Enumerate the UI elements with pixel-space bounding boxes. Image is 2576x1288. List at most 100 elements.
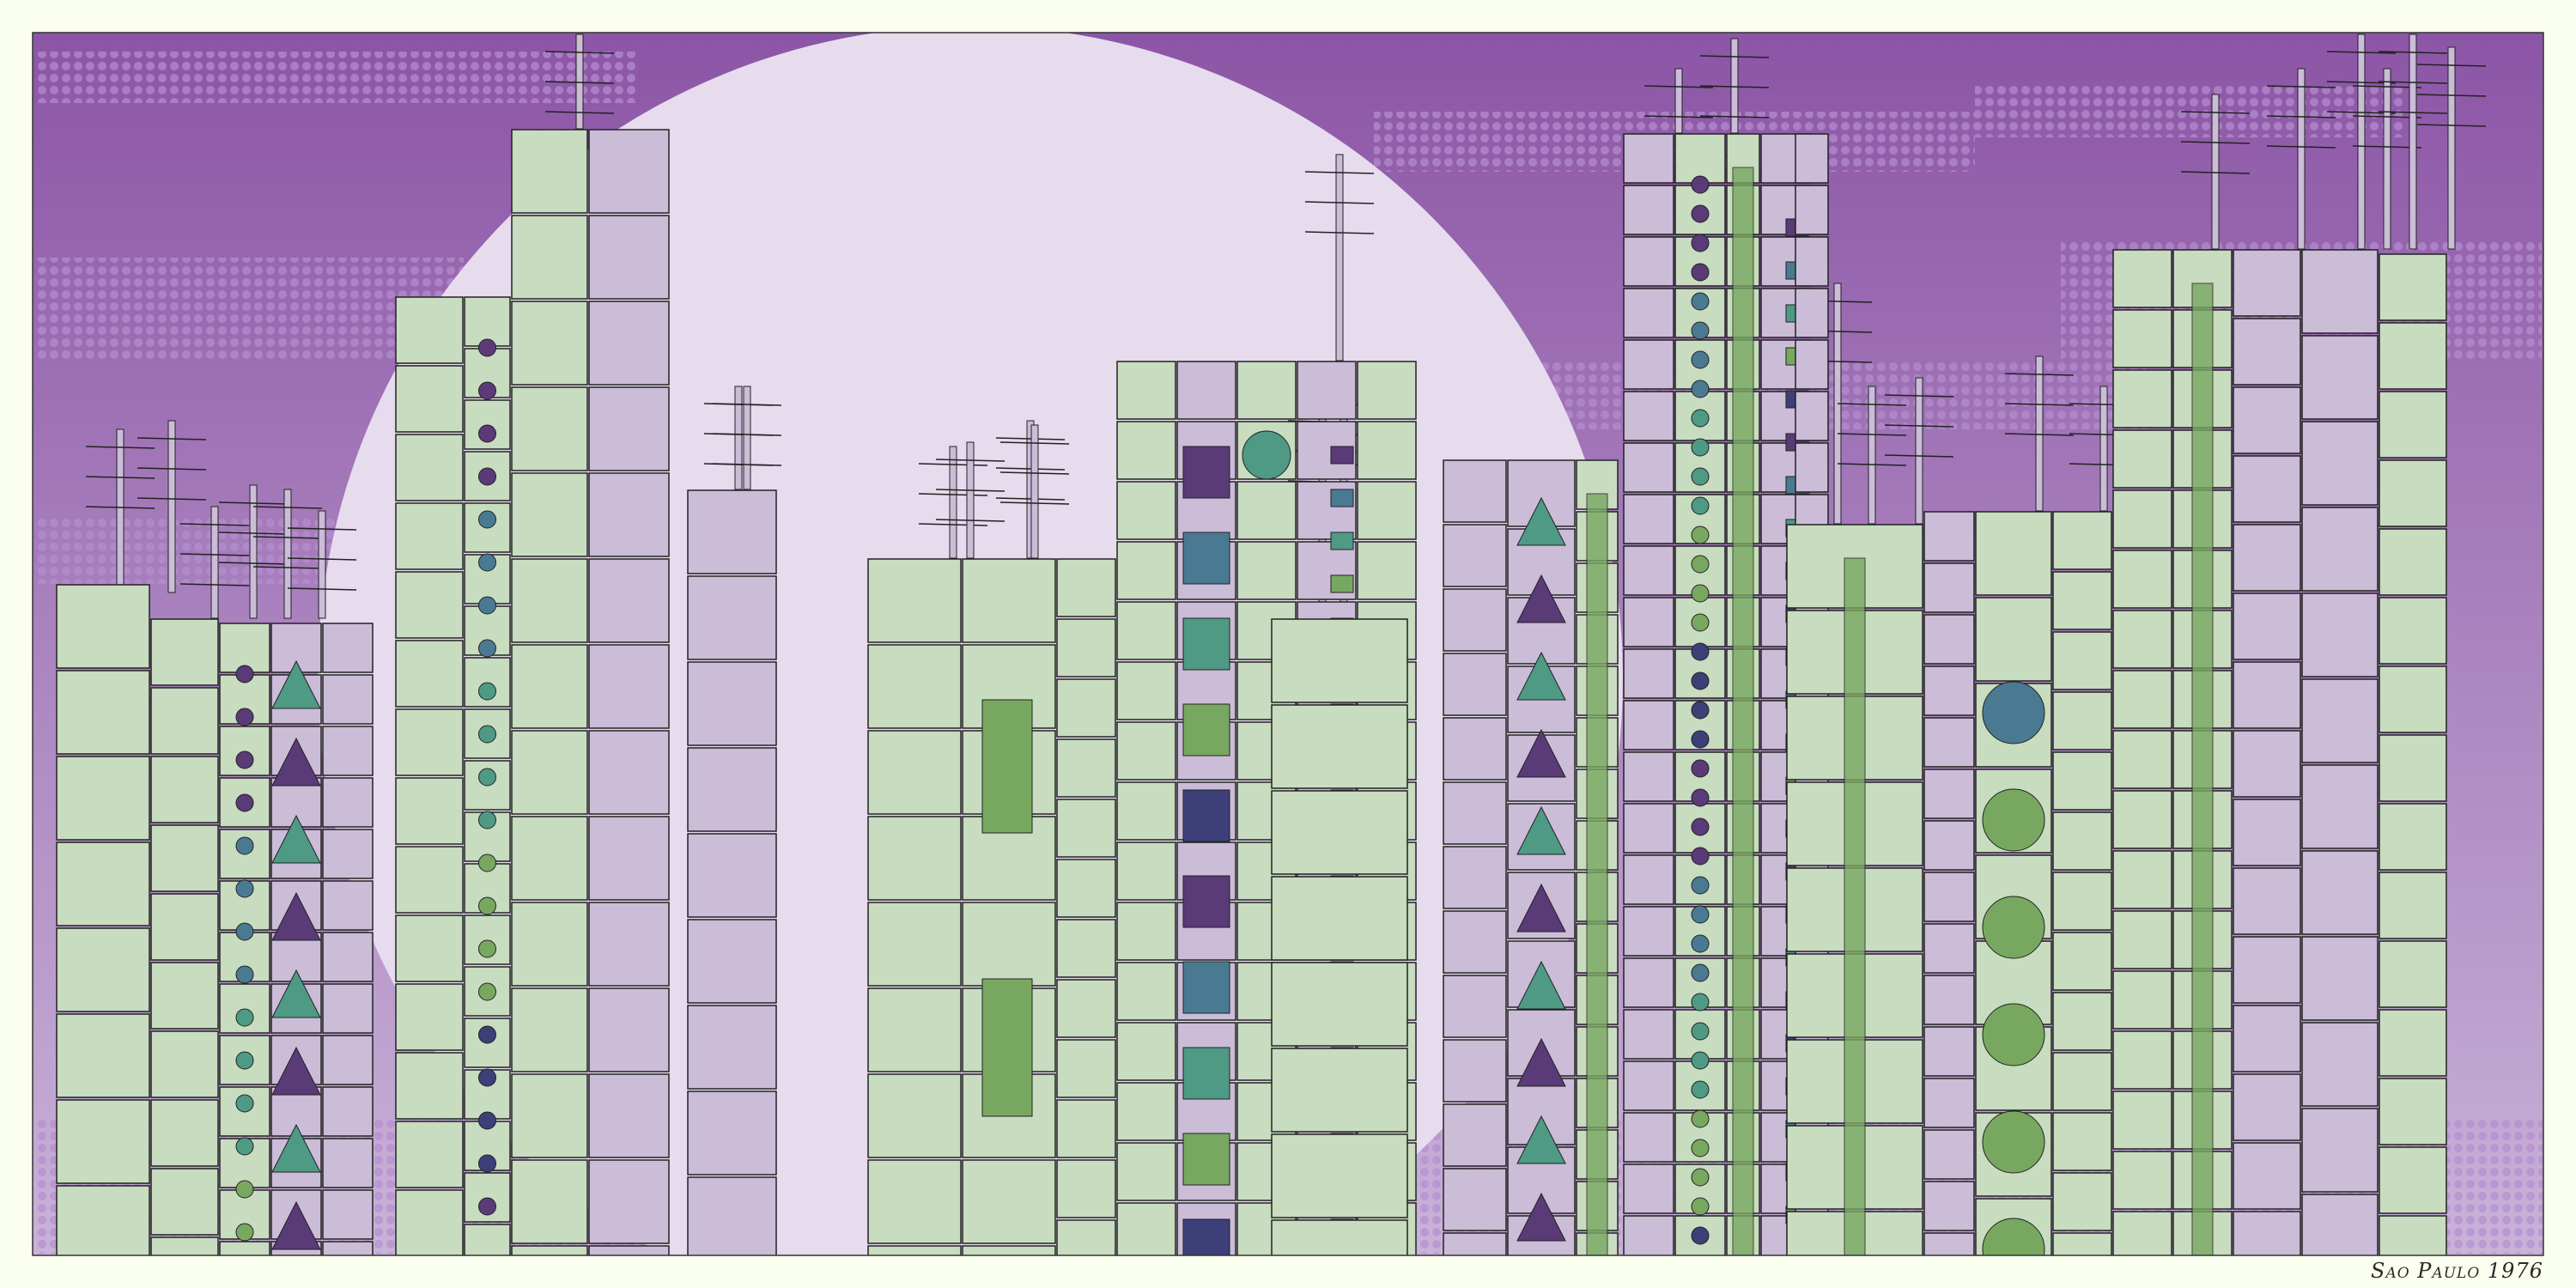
building-tile <box>56 1099 150 1184</box>
window-circle <box>235 1008 254 1027</box>
building-tile <box>867 644 962 729</box>
building-tile <box>1623 494 1674 544</box>
antenna-mast <box>167 420 176 593</box>
building-tile <box>1056 859 1116 918</box>
building-tile <box>867 1159 962 1244</box>
building-tile <box>1795 442 1829 493</box>
building-tile <box>1623 288 1674 338</box>
triangle-ornament <box>271 659 321 709</box>
antenna-crossbar <box>85 446 155 449</box>
antenna-mast <box>2035 355 2044 512</box>
building-tile <box>1623 1060 1674 1111</box>
building-tile <box>1923 614 1975 665</box>
building-tile <box>1116 421 1176 480</box>
building-tile <box>1623 854 1674 905</box>
building-tile <box>1623 700 1674 750</box>
window-circle <box>1691 438 1710 457</box>
building-tile <box>2052 1172 2112 1231</box>
building-tile <box>322 1189 374 1240</box>
antenna-crossbar <box>2416 94 2487 97</box>
building-tile <box>511 902 588 987</box>
window-circle <box>1691 671 1710 690</box>
antenna-crossbar <box>179 583 250 586</box>
building <box>270 623 322 1255</box>
building-tile <box>150 893 219 961</box>
window-circle <box>1691 642 1710 661</box>
building-tile <box>588 987 670 1072</box>
building-tile <box>2052 571 2112 630</box>
antenna-crossbar <box>1643 115 1714 118</box>
building-tile <box>2379 803 2447 871</box>
antenna-crossbar <box>2378 81 2448 84</box>
building-tile <box>588 472 670 557</box>
window-circle <box>478 381 496 400</box>
window-circle <box>478 467 496 486</box>
triangle-ornament <box>1516 728 1566 778</box>
antenna-crossbar <box>1304 231 1375 234</box>
building-tile <box>1056 1099 1116 1158</box>
building-tile <box>1443 1168 1507 1231</box>
antenna-mast <box>2211 94 2220 250</box>
window-circle <box>1691 1051 1710 1070</box>
building-tile <box>395 1121 464 1188</box>
building-tile <box>322 726 374 776</box>
window-circle <box>1691 788 1710 807</box>
triangle-ornament <box>271 1123 321 1173</box>
building-tile <box>2233 936 2301 1004</box>
building-tile <box>1443 1039 1507 1103</box>
building-tile <box>150 756 219 823</box>
building-tile <box>1923 511 1975 562</box>
building-tile <box>219 623 270 673</box>
building-tile <box>1357 361 1417 420</box>
building-tile <box>1357 481 1417 540</box>
antenna-crossbar <box>995 497 1066 501</box>
building-tile <box>1271 790 1408 875</box>
triangle-ornament <box>1516 1037 1566 1087</box>
antenna-mast <box>2383 68 2391 250</box>
window-circle <box>1691 584 1710 603</box>
antenna-crossbar <box>2378 51 2448 54</box>
building <box>1507 459 1576 1255</box>
buildings <box>56 129 2447 1255</box>
building-tile <box>2301 1194 2379 1255</box>
building-tile <box>687 1091 777 1176</box>
window-circle <box>1691 234 1710 252</box>
building <box>322 623 374 1255</box>
building-tile <box>1923 562 1975 613</box>
antenna-crossbar <box>179 523 250 526</box>
building-tile <box>322 623 374 673</box>
building-tile <box>2052 992 2112 1051</box>
building-tile <box>2233 1073 2301 1141</box>
building-tile <box>867 558 962 643</box>
building-tile <box>588 816 670 901</box>
building-tile <box>1271 962 1408 1047</box>
building-tile <box>1443 1232 1507 1255</box>
building <box>1271 618 1408 1255</box>
antenna-mast <box>743 386 751 490</box>
building-tile <box>2301 592 2379 677</box>
antenna-mast <box>966 441 975 559</box>
building-tile <box>2301 335 2379 420</box>
building-tile <box>867 816 962 901</box>
window-circle <box>1691 204 1710 223</box>
building-tile <box>219 1241 270 1255</box>
building-tile <box>2379 1146 2447 1214</box>
window-circle <box>1691 701 1710 720</box>
building-tile <box>464 1224 511 1255</box>
building-tile <box>1056 919 1116 978</box>
window-circle <box>1691 730 1710 749</box>
building-tile <box>2233 799 2301 866</box>
vertical-strip <box>2191 283 2214 1255</box>
building-tile <box>1357 421 1417 480</box>
antenna-crossbar <box>918 523 988 526</box>
circle-ornament <box>1982 896 2045 959</box>
antenna-crossbar <box>544 111 615 114</box>
building-tile <box>2379 872 2447 939</box>
color-block <box>1182 1218 1230 1255</box>
building-tile <box>56 756 150 841</box>
triangle-ornament <box>1516 805 1566 855</box>
building <box>150 618 219 1255</box>
antenna-crossbar <box>2004 403 2075 406</box>
building-tile <box>1056 678 1116 738</box>
building-tile <box>1271 704 1408 789</box>
